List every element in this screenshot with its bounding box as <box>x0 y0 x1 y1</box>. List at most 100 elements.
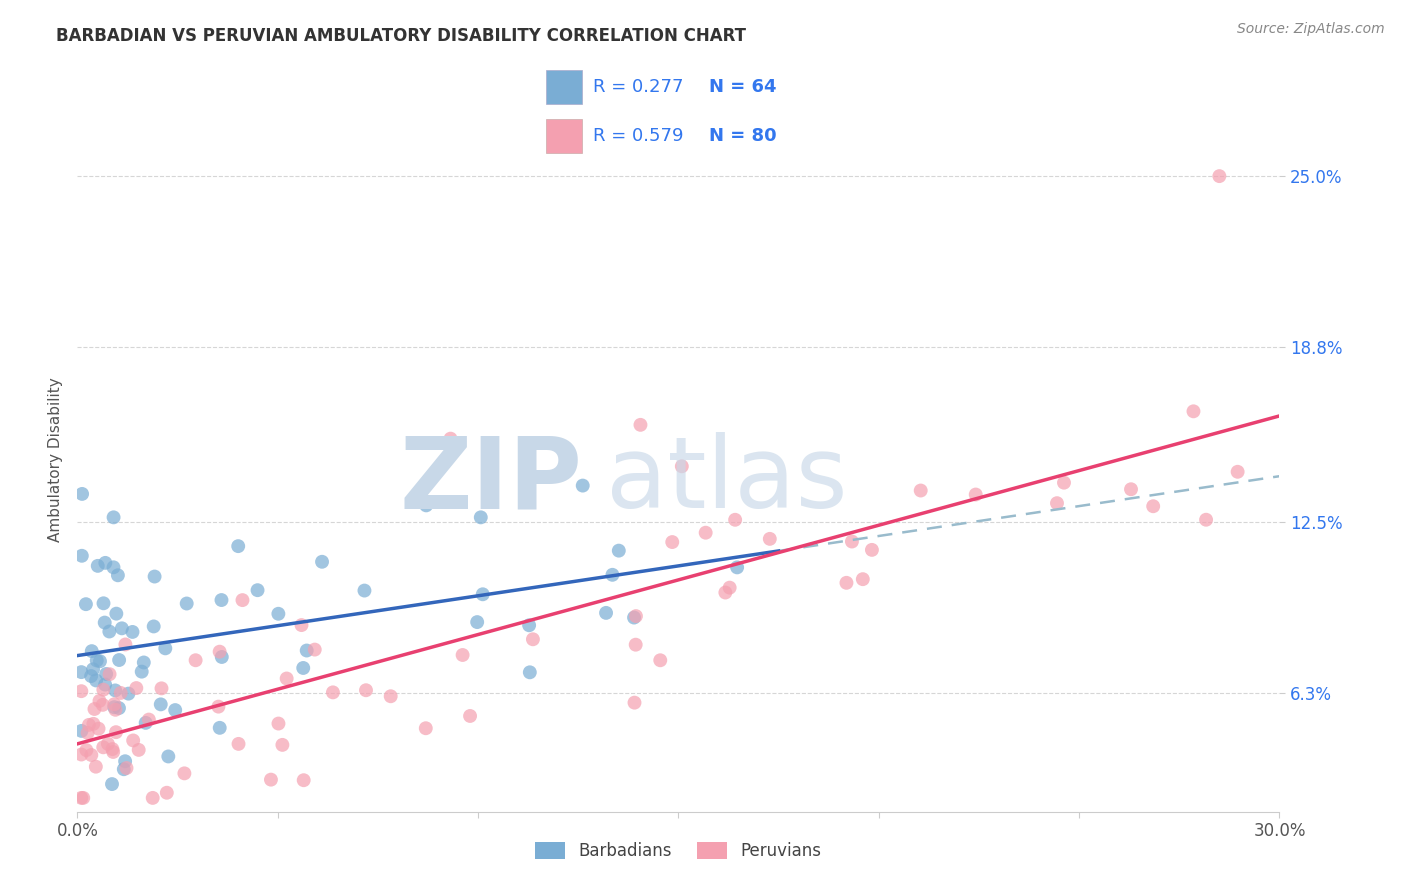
Point <box>353 583 375 598</box>
Point <box>835 575 858 590</box>
Text: Source: ZipAtlas.com: Source: ZipAtlas.com <box>1237 22 1385 37</box>
Point <box>841 534 863 549</box>
Point <box>231 593 253 607</box>
Point <box>84 673 107 688</box>
Point <box>624 638 647 652</box>
Point <box>184 653 207 667</box>
Point <box>131 665 153 679</box>
Point <box>150 681 173 696</box>
Point <box>623 610 645 624</box>
Point <box>267 716 290 731</box>
Point <box>101 742 124 756</box>
Point <box>83 702 105 716</box>
Text: ZIP: ZIP <box>399 432 582 529</box>
Point <box>121 624 143 639</box>
Point <box>143 569 166 583</box>
Point <box>82 662 104 676</box>
Point <box>246 583 269 598</box>
Point <box>94 556 117 570</box>
Point <box>1195 513 1218 527</box>
Point <box>471 587 494 601</box>
Point <box>72 791 94 805</box>
Point <box>714 585 737 599</box>
Point <box>292 773 315 788</box>
Point <box>94 677 117 691</box>
Point <box>114 754 136 768</box>
Point <box>852 572 875 586</box>
Text: atlas: atlas <box>606 432 848 529</box>
Point <box>101 777 124 791</box>
Text: R = 0.277: R = 0.277 <box>593 78 683 96</box>
Point <box>103 745 125 759</box>
Point <box>80 747 103 762</box>
Point <box>519 665 541 680</box>
Point <box>176 597 198 611</box>
Point <box>70 723 93 738</box>
Point <box>157 749 180 764</box>
Point <box>132 656 155 670</box>
Point <box>156 786 179 800</box>
Point <box>415 499 437 513</box>
Point <box>354 683 377 698</box>
Point <box>87 722 110 736</box>
Point <box>165 703 187 717</box>
Point <box>149 698 172 712</box>
Point <box>76 726 98 740</box>
Y-axis label: Ambulatory Disability: Ambulatory Disability <box>48 377 63 541</box>
Point <box>108 701 131 715</box>
Point <box>93 596 115 610</box>
Point <box>103 510 125 524</box>
Point <box>80 644 103 658</box>
Point <box>97 737 120 751</box>
Point <box>295 643 318 657</box>
Point <box>207 699 229 714</box>
Point <box>155 641 177 656</box>
Point <box>91 698 114 712</box>
Point <box>228 737 250 751</box>
FancyBboxPatch shape <box>546 120 582 153</box>
Point <box>105 607 128 621</box>
Point <box>595 606 617 620</box>
Point <box>70 791 93 805</box>
Point <box>128 743 150 757</box>
Point <box>98 667 121 681</box>
Point <box>208 721 231 735</box>
Point <box>271 738 294 752</box>
Point <box>108 653 131 667</box>
Point <box>93 615 115 630</box>
Point <box>86 653 108 667</box>
Point <box>571 478 593 492</box>
Point <box>624 609 647 624</box>
Point <box>725 560 748 574</box>
Point <box>623 696 645 710</box>
Point <box>759 532 782 546</box>
Point <box>304 642 326 657</box>
Point <box>276 672 298 686</box>
Point <box>70 665 93 679</box>
Point <box>87 558 110 573</box>
Point <box>208 645 231 659</box>
Point <box>380 690 402 704</box>
Point <box>70 684 93 698</box>
Point <box>75 743 97 757</box>
Point <box>91 740 114 755</box>
Point <box>103 700 125 714</box>
Point <box>89 654 111 668</box>
Point <box>517 618 540 632</box>
Point <box>117 687 139 701</box>
Point <box>103 698 125 712</box>
Point <box>138 713 160 727</box>
Point <box>630 417 652 432</box>
Point <box>142 619 165 633</box>
Point <box>70 747 93 762</box>
Point <box>115 761 138 775</box>
Point <box>415 721 437 735</box>
Point <box>96 667 118 681</box>
Point <box>1208 169 1230 183</box>
Point <box>211 650 233 665</box>
Point <box>661 535 683 549</box>
Point <box>311 555 333 569</box>
Point <box>322 685 344 699</box>
Point <box>111 621 134 635</box>
Point <box>98 624 121 639</box>
